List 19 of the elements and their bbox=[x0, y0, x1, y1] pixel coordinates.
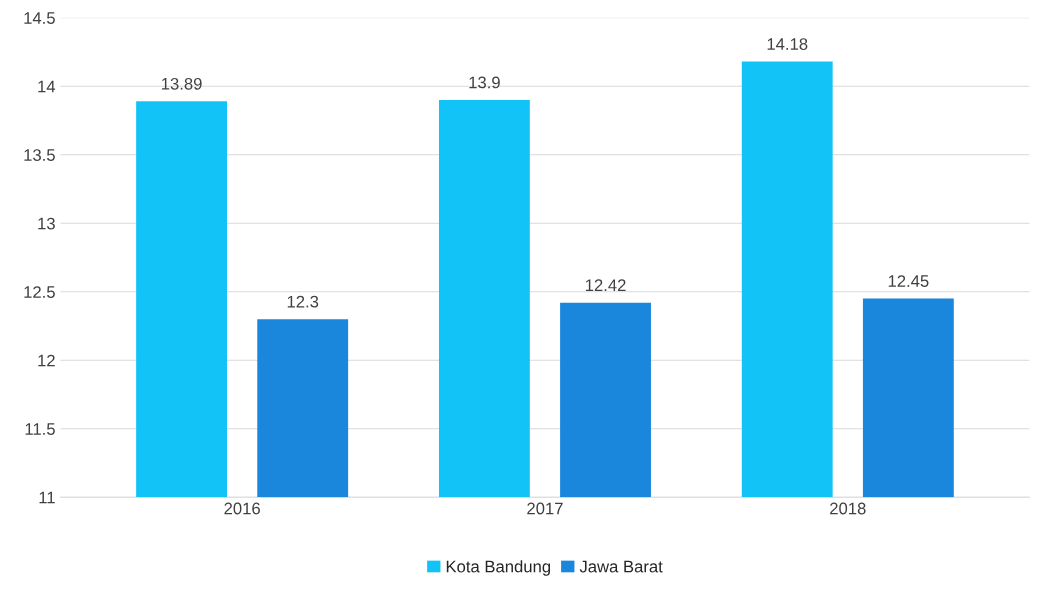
y-tick-label: 14.5 bbox=[24, 12, 55, 24]
y-tick-label: 11 bbox=[39, 491, 55, 504]
y-tick-label: 12 bbox=[38, 354, 55, 367]
legend-label: Kota Bandung bbox=[446, 560, 551, 576]
data-label: 12.42 bbox=[585, 279, 626, 291]
x-tick-label: 2018 bbox=[830, 502, 866, 515]
data-label: 12.3 bbox=[287, 295, 319, 308]
y-tick-label: 13.5 bbox=[24, 149, 55, 161]
y-tick-label: 11.5 bbox=[25, 423, 55, 435]
data-label: 14.18 bbox=[767, 38, 808, 50]
y-tick-label: 14 bbox=[38, 80, 56, 93]
data-label: 13.9 bbox=[469, 76, 500, 89]
data-label: 13.89 bbox=[161, 77, 202, 90]
x-tick-label: 2017 bbox=[527, 502, 563, 515]
data-label: 12.45 bbox=[888, 275, 929, 287]
y-tick-label: 12.5 bbox=[24, 286, 55, 298]
legend-label: Jawa Barat bbox=[579, 560, 663, 573]
y-tick-label: 13 bbox=[38, 217, 55, 230]
x-tick-label: 2016 bbox=[224, 502, 260, 515]
